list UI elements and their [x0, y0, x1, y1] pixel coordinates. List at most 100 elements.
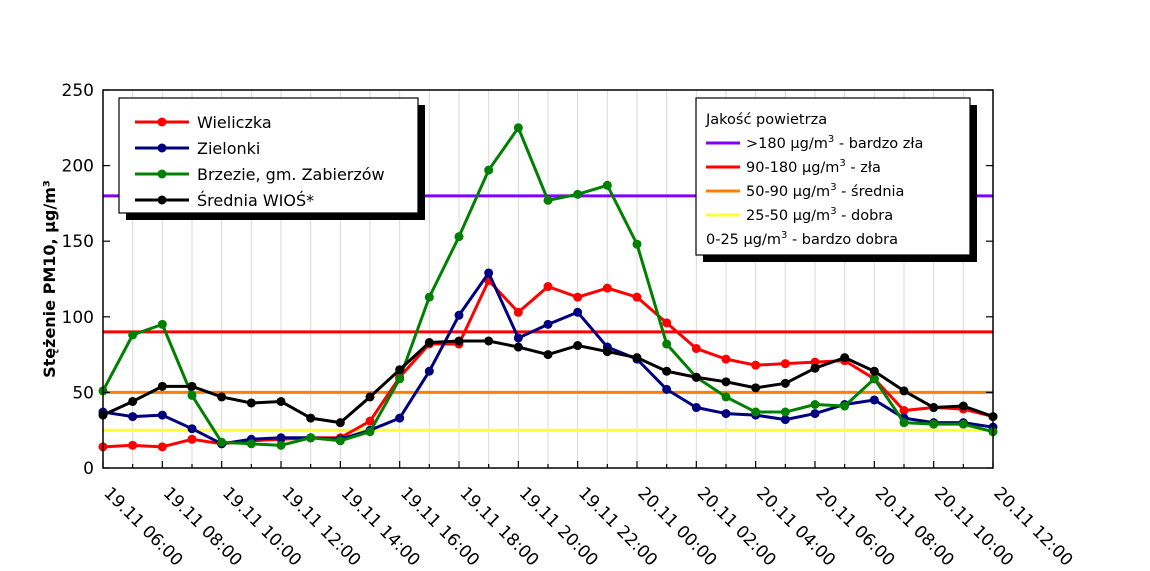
data-point — [128, 412, 138, 422]
data-point — [780, 415, 790, 425]
legend-marker — [157, 143, 167, 153]
data-point — [662, 384, 672, 394]
data-point — [187, 381, 197, 391]
data-point — [721, 377, 731, 387]
data-point — [691, 403, 701, 413]
y-tick-label: 200 — [62, 157, 94, 177]
data-point — [662, 366, 672, 376]
data-point — [632, 292, 642, 302]
data-point — [751, 407, 761, 417]
data-point — [335, 436, 345, 446]
data-point — [454, 336, 464, 346]
data-point — [187, 434, 197, 444]
legend-label: Wieliczka — [197, 113, 272, 132]
data-point — [662, 318, 672, 328]
data-point — [128, 396, 138, 406]
data-point — [157, 381, 167, 391]
data-point — [573, 341, 583, 351]
data-point — [484, 268, 494, 278]
data-point — [157, 442, 167, 452]
y-axis-label: Stężenie PM10, µg/m³ — [40, 180, 59, 378]
data-point — [187, 390, 197, 400]
data-point — [780, 378, 790, 388]
data-point — [365, 392, 375, 402]
data-point — [869, 374, 879, 384]
data-point — [691, 344, 701, 354]
data-point — [128, 440, 138, 450]
data-point — [899, 418, 909, 428]
data-point — [335, 418, 345, 428]
data-point — [840, 353, 850, 363]
data-point — [543, 282, 553, 292]
data-point — [276, 396, 286, 406]
data-point — [543, 195, 553, 205]
aq-legend-label: 0-25 µg/m3 - bardzo dobra — [706, 230, 898, 248]
data-point — [721, 409, 731, 419]
data-point — [395, 365, 405, 375]
data-point — [691, 372, 701, 382]
aq-legend-label: >180 µg/m3 - bardzo zła — [746, 134, 923, 152]
data-point — [721, 392, 731, 402]
aq-legend-box — [695, 97, 971, 256]
aq-legend-label: 25-50 µg/m3 - dobra — [746, 206, 893, 224]
aq-legend-title: Jakość powietrza — [705, 112, 827, 128]
data-point — [157, 410, 167, 420]
data-point — [929, 403, 939, 413]
data-point — [276, 433, 286, 443]
data-point — [454, 310, 464, 320]
data-point — [543, 350, 553, 360]
data-point — [662, 339, 672, 349]
data-point — [810, 409, 820, 419]
data-point — [187, 424, 197, 434]
data-point — [632, 239, 642, 249]
legend-marker — [157, 169, 167, 179]
legend-marker — [157, 117, 167, 127]
data-point — [780, 359, 790, 369]
data-point — [573, 189, 583, 199]
data-point — [573, 292, 583, 302]
legend-label: Zielonki — [197, 139, 260, 158]
data-point — [513, 333, 523, 343]
data-point — [246, 439, 256, 449]
legend-label: Średnia WIOŚ* — [197, 191, 314, 210]
data-point — [958, 419, 968, 429]
data-point — [573, 307, 583, 317]
y-axis: 0 50 100 150 200 250 — [62, 81, 993, 479]
data-point — [424, 292, 434, 302]
aq-legend-label: 90-180 µg/m3 - zła — [746, 158, 881, 176]
data-point — [246, 398, 256, 408]
data-point — [484, 165, 494, 175]
data-point — [217, 392, 227, 402]
data-point — [751, 360, 761, 370]
y-tick-label: 100 — [62, 308, 94, 328]
data-point — [424, 338, 434, 348]
data-point — [721, 354, 731, 364]
data-point — [958, 401, 968, 411]
threshold-lines — [103, 194, 993, 432]
data-point — [454, 232, 464, 242]
data-point — [602, 180, 612, 190]
series-group — [98, 123, 998, 452]
data-point — [395, 374, 405, 384]
y-tick-label: 0 — [83, 459, 94, 479]
data-point — [128, 330, 138, 340]
data-point — [424, 366, 434, 376]
data-point — [365, 427, 375, 437]
data-point — [929, 419, 939, 429]
data-point — [484, 336, 494, 346]
data-point — [513, 123, 523, 133]
data-point — [602, 283, 612, 293]
data-point — [513, 307, 523, 317]
data-point — [543, 319, 553, 329]
data-point — [217, 437, 227, 447]
data-point — [751, 383, 761, 393]
data-point — [780, 407, 790, 417]
data-point — [810, 363, 820, 373]
data-point — [602, 347, 612, 357]
y-tick-label: 50 — [72, 383, 94, 403]
data-point — [899, 386, 909, 396]
legend-box — [118, 97, 419, 214]
data-point — [869, 366, 879, 376]
